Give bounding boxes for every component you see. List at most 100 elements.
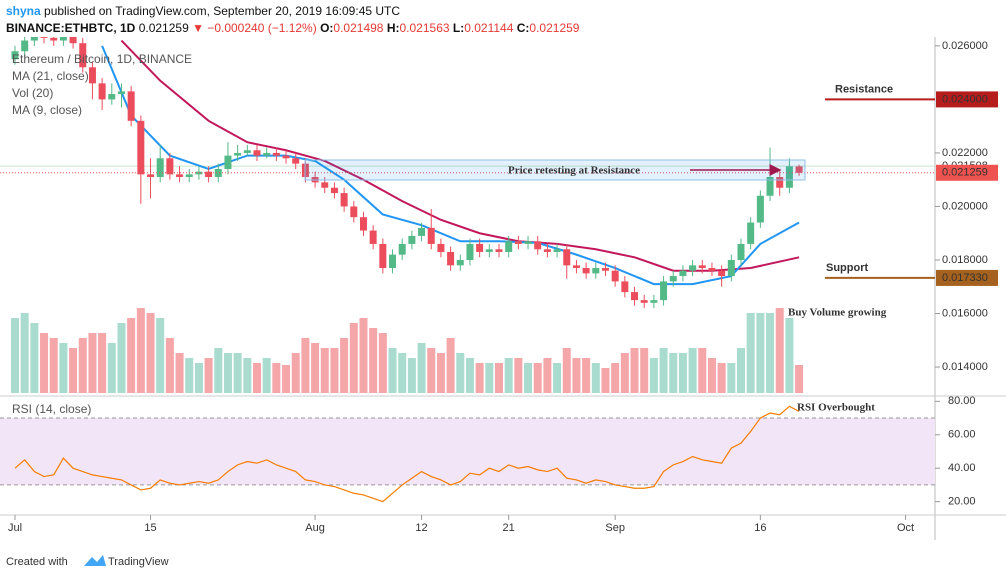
candle-body [524, 241, 532, 244]
candle-body [108, 94, 116, 100]
volume-bar [291, 353, 300, 393]
candle-body [330, 187, 338, 194]
annotation-volume: Buy Volume growing [788, 307, 887, 319]
y-tick-label: 0.022000 [942, 147, 988, 159]
price-label: 0.024000 [942, 93, 988, 105]
volume-bar [630, 348, 639, 393]
candle-body [253, 150, 261, 156]
annotation-box-text: Price retesting at Resistance [508, 165, 640, 177]
volume-bar [340, 338, 349, 393]
candle-body [88, 67, 96, 84]
header-line: shyna published on TradingView.com, Sept… [6, 4, 400, 18]
candle-body [224, 155, 232, 169]
x-tick-label: 12 [415, 522, 427, 534]
y-tick-label: 0.014000 [942, 361, 988, 373]
x-tick-label: Aug [305, 522, 325, 534]
candle-body [669, 276, 677, 282]
l-value: 0.021144 [464, 21, 513, 35]
volume-bar [620, 353, 629, 393]
volume-bar [204, 358, 213, 393]
candle-body [514, 241, 522, 244]
volume-bar [146, 313, 155, 393]
y-tick-label: 0.016000 [942, 307, 988, 319]
volume-bar [756, 313, 765, 393]
volume-bar [785, 318, 794, 393]
volume-bar [378, 333, 387, 393]
y-tick-label: 0.018000 [942, 254, 988, 266]
volume-bar [649, 358, 658, 393]
volume-bar [30, 323, 39, 393]
candle-body [321, 182, 329, 188]
candle-body [766, 177, 774, 196]
price-label: 0.017330 [942, 272, 988, 284]
candle-body [621, 281, 629, 293]
legend-title: Ethereum / Bitcoin, 1D, BINANCE [12, 52, 192, 66]
change: ▼ −0.000240 (−1.12%) [192, 21, 317, 35]
c-value: 0.021259 [529, 21, 579, 35]
candle-body [79, 43, 87, 68]
candle-body [166, 158, 174, 175]
candle-body [553, 249, 561, 252]
footer-logo [84, 555, 106, 566]
rsi-tick-label: 20.00 [948, 496, 976, 508]
candle-body [582, 268, 590, 274]
price-label-box [936, 164, 998, 181]
volume-bar [436, 353, 445, 393]
candle-body [59, 37, 67, 41]
volume-bar [330, 348, 339, 393]
candle-body [11, 51, 19, 60]
volume-bar [524, 363, 533, 393]
author: shyna [6, 4, 41, 18]
level-name: Resistance [835, 83, 893, 95]
volume-bar [107, 343, 116, 393]
legend-ma9: MA (9, close) [12, 103, 82, 117]
candle-body [369, 230, 377, 244]
rsi-line [14, 405, 800, 503]
candle-body [727, 259, 735, 277]
volume-bar [417, 343, 426, 393]
rsi-tick-label: 60.00 [948, 429, 976, 441]
volume-bar [253, 363, 261, 393]
candle-body [185, 174, 193, 178]
candle-body [708, 268, 716, 271]
candle-body [660, 281, 668, 301]
candle-body [379, 243, 387, 269]
candle-body [398, 243, 406, 255]
candle-body [505, 241, 513, 252]
footer-brand[interactable]: TradingView [108, 556, 169, 568]
candle-body [476, 243, 484, 252]
candle-body [756, 195, 764, 223]
candle-body [272, 152, 280, 156]
annotation-box [304, 159, 806, 181]
volume-bar [727, 363, 736, 393]
candle-body [563, 249, 571, 266]
volume-bar [369, 328, 378, 393]
volume-bar [98, 333, 107, 393]
candle-body [69, 37, 77, 44]
moving-average [120, 39, 800, 272]
candle-body [282, 155, 290, 159]
volume-bar [746, 313, 755, 393]
candle-body [176, 174, 184, 178]
candle-body [21, 40, 29, 52]
candle-body [234, 152, 242, 156]
volume-bar [40, 333, 49, 393]
x-tick-label: 16 [754, 522, 766, 534]
rsi-tick-label: 80.00 [948, 395, 976, 407]
candle-body [418, 227, 426, 236]
legend-ma21: MA (21, close) [12, 69, 89, 83]
candle-body [795, 166, 803, 173]
candle-body [640, 300, 648, 303]
volume-bar [11, 318, 19, 393]
c-label: C: [517, 21, 530, 35]
volume-bar [20, 313, 29, 393]
volume-bar [127, 318, 136, 393]
candle-body [776, 177, 784, 188]
volume-bar [185, 358, 194, 393]
volume-bar [243, 358, 252, 393]
volume-bar [495, 363, 503, 393]
candle-body [156, 158, 164, 178]
volume-bar [78, 338, 87, 393]
